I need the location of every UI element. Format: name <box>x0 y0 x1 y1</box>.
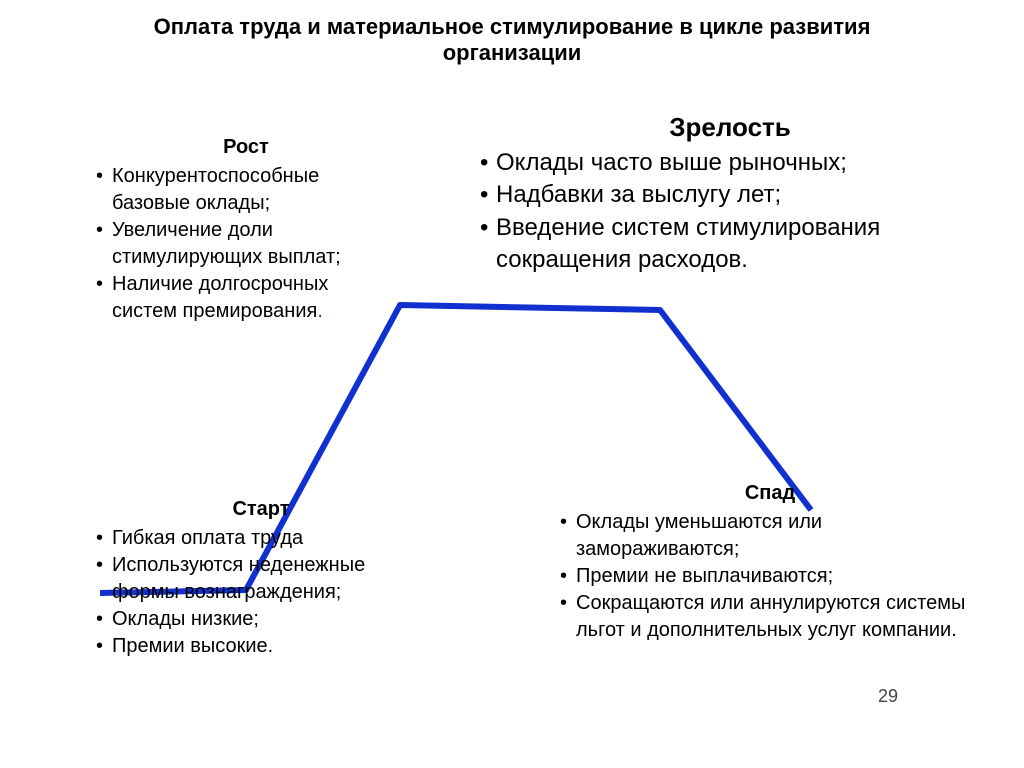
stage-maturity-list: Оклады часто выше рыночных;Надбавки за в… <box>480 147 980 277</box>
list-item: Наличие долгосрочных систем премирования… <box>96 271 396 325</box>
list-item: Премии не выплачиваются; <box>560 563 980 590</box>
title-line-2: организации <box>0 40 1024 66</box>
stage-growth: Рост Конкурентоспособные базовые оклады;… <box>96 136 396 325</box>
stage-maturity: Зрелость Оклады часто выше рыночных;Надб… <box>480 112 980 277</box>
stage-decline-list: Оклады уменьшаются или замораживаются;Пр… <box>560 509 980 644</box>
list-item: Сокращаются или аннулируются системы льг… <box>560 590 980 644</box>
list-item: Используются неденежные формы вознагражд… <box>96 552 426 606</box>
stage-decline: Спад Оклады уменьшаются или замораживают… <box>560 482 980 644</box>
page-title: Оплата труда и материальное стимулирован… <box>0 14 1024 66</box>
list-item: Конкурентоспособные базовые оклады; <box>96 163 396 217</box>
stage-maturity-heading: Зрелость <box>480 112 980 143</box>
stage-growth-heading: Рост <box>96 136 396 159</box>
list-item: Надбавки за выслугу лет; <box>480 179 980 211</box>
list-item: Гибкая оплата труда <box>96 525 426 552</box>
page-number: 29 <box>878 686 898 707</box>
diagram-canvas: { "title": { "line1": "Оплата труда и ма… <box>0 0 1024 768</box>
list-item: Увеличение доли стимулирующих выплат; <box>96 217 396 271</box>
stage-decline-heading: Спад <box>560 482 980 505</box>
stage-growth-list: Конкурентоспособные базовые оклады;Увели… <box>96 163 396 325</box>
list-item: Оклады часто выше рыночных; <box>480 147 980 179</box>
list-item: Введение систем стимулирования сокращени… <box>480 212 980 277</box>
list-item: Премии высокие. <box>96 633 426 660</box>
stage-start: Старт Гибкая оплата трудаИспользуются не… <box>96 498 426 660</box>
stage-start-list: Гибкая оплата трудаИспользуются неденежн… <box>96 525 426 660</box>
stage-start-heading: Старт <box>96 498 426 521</box>
list-item: Оклады низкие; <box>96 606 426 633</box>
list-item: Оклады уменьшаются или замораживаются; <box>560 509 980 563</box>
title-line-1: Оплата труда и материальное стимулирован… <box>0 14 1024 40</box>
